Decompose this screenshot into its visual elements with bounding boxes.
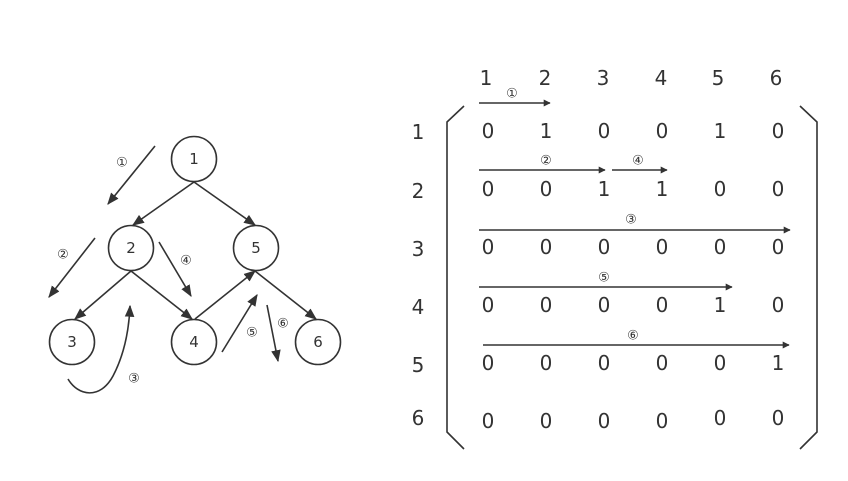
matrix-cell: 0 bbox=[540, 235, 553, 259]
row-header: 5 bbox=[412, 353, 425, 377]
matrix-cell: 1 bbox=[772, 351, 785, 375]
matrix-cell: 0 bbox=[482, 293, 495, 317]
node-3 bbox=[48, 318, 96, 366]
matrix-right-bracket bbox=[799, 105, 818, 450]
matrix-cell: 1 bbox=[714, 293, 727, 317]
column-header: 2 bbox=[539, 66, 552, 90]
matrix-cell: 0 bbox=[540, 177, 553, 201]
matrix-cell: 0 bbox=[714, 351, 727, 375]
adjacency-matrix: 1 2 3 4 5 6 1 2 3 4 5 6 0 1 0 0 1 0 0 0 … bbox=[412, 66, 818, 450]
matrix-cell: 0 bbox=[598, 293, 611, 317]
column-header: 5 bbox=[712, 66, 725, 90]
matrix-cell: 0 bbox=[598, 351, 611, 375]
matrix-cell: 0 bbox=[540, 409, 553, 433]
matrix-cell: 1 bbox=[714, 119, 727, 143]
node-2-label: 2 bbox=[126, 239, 136, 257]
step-arrow-6 bbox=[266, 304, 281, 363]
column-header: 6 bbox=[770, 66, 783, 90]
matrix-cell: 0 bbox=[656, 235, 669, 259]
step-label-1: ① bbox=[116, 156, 128, 171]
column-header: 4 bbox=[655, 66, 668, 90]
matrix-cell: 0 bbox=[598, 119, 611, 143]
matrix-cell: 0 bbox=[656, 293, 669, 317]
row-header: 3 bbox=[412, 237, 425, 261]
scan-label-3: ③ bbox=[625, 213, 637, 228]
matrix-cell: 0 bbox=[598, 409, 611, 433]
step-arrow-4 bbox=[158, 241, 192, 298]
matrix-cell: 0 bbox=[772, 293, 785, 317]
matrix-cell: 0 bbox=[540, 293, 553, 317]
node-2 bbox=[107, 224, 155, 272]
node-5-label: 5 bbox=[251, 239, 261, 257]
row-header: 4 bbox=[412, 295, 425, 319]
node-1-label: 1 bbox=[189, 150, 199, 168]
node-6 bbox=[294, 318, 342, 366]
matrix-cell: 0 bbox=[482, 235, 495, 259]
node-5 bbox=[232, 224, 280, 272]
node-4-label: 4 bbox=[189, 333, 199, 351]
matrix-cell: 1 bbox=[540, 119, 553, 143]
step-label-3: ③ bbox=[128, 372, 140, 387]
scan-label-1: ① bbox=[506, 87, 518, 102]
matrix-left-bracket bbox=[446, 105, 465, 450]
matrix-cell: 0 bbox=[656, 409, 669, 433]
matrix-cell: 0 bbox=[598, 235, 611, 259]
matrix-cell: 0 bbox=[540, 351, 553, 375]
column-header: 3 bbox=[597, 66, 610, 90]
node-1 bbox=[170, 135, 218, 183]
matrix-cell: 1 bbox=[598, 177, 611, 201]
matrix-cell: 0 bbox=[656, 351, 669, 375]
edge-2-3 bbox=[74, 270, 132, 320]
node-4 bbox=[170, 318, 218, 366]
step-label-6: ⑥ bbox=[277, 317, 289, 332]
matrix-cell: 0 bbox=[482, 177, 495, 201]
matrix-cell: 0 bbox=[772, 406, 785, 430]
row-header: 2 bbox=[412, 179, 425, 203]
node-6-label: 6 bbox=[313, 333, 323, 351]
step-arrow-3 bbox=[67, 304, 135, 394]
matrix-cell: 0 bbox=[772, 119, 785, 143]
step-arrow-5 bbox=[221, 293, 258, 353]
scan-label-5: ⑤ bbox=[598, 271, 610, 286]
matrix-cell: 0 bbox=[772, 177, 785, 201]
step-arrow-2 bbox=[48, 237, 96, 298]
scan-label-4: ④ bbox=[632, 154, 644, 169]
edge-2-4 bbox=[130, 270, 193, 320]
row-header: 1 bbox=[412, 120, 425, 144]
scan-label-2: ② bbox=[540, 154, 552, 169]
step-label-5: ⑤ bbox=[246, 326, 258, 341]
edge-1-2 bbox=[132, 181, 195, 226]
column-header: 1 bbox=[480, 66, 493, 90]
matrix-cell: 0 bbox=[772, 235, 785, 259]
node-3-label: 3 bbox=[67, 333, 77, 351]
step-arrow-1 bbox=[107, 145, 156, 205]
matrix-cell: 0 bbox=[714, 235, 727, 259]
matrix-cell: 0 bbox=[482, 409, 495, 433]
edge-1-5 bbox=[193, 181, 256, 226]
edge-5-4 bbox=[194, 270, 256, 320]
edge-5-6 bbox=[254, 270, 317, 320]
scan-label-6: ⑥ bbox=[627, 329, 639, 344]
step-label-4: ④ bbox=[180, 254, 192, 269]
matrix-cell: 1 bbox=[656, 177, 669, 201]
graph-labels: 1 2 5 3 4 6 ① ② ③ ④ ⑤ ⑥ bbox=[57, 150, 323, 387]
matrix-cell: 0 bbox=[714, 177, 727, 201]
matrix-cell: 0 bbox=[482, 119, 495, 143]
matrix-cell: 0 bbox=[714, 406, 727, 430]
graph bbox=[48, 135, 342, 394]
matrix-cell: 0 bbox=[482, 351, 495, 375]
step-label-2: ② bbox=[57, 248, 69, 263]
row-header: 6 bbox=[412, 406, 425, 430]
matrix-cell: 0 bbox=[656, 119, 669, 143]
